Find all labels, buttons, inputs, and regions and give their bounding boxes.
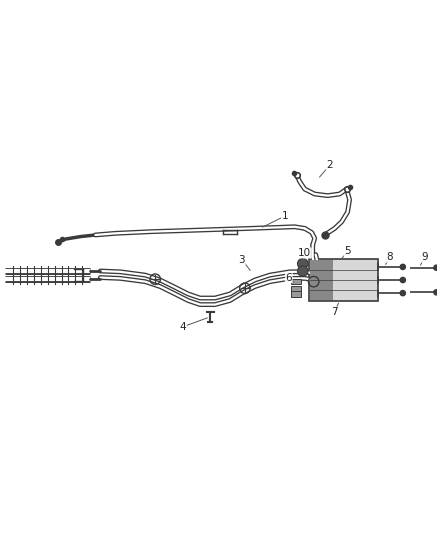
Text: 7: 7 xyxy=(331,307,338,317)
Text: 3: 3 xyxy=(239,255,245,264)
Text: 6: 6 xyxy=(286,272,292,282)
Text: 8: 8 xyxy=(386,252,393,262)
Text: 9: 9 xyxy=(421,252,427,262)
Text: 1: 1 xyxy=(282,211,288,221)
Text: 2: 2 xyxy=(326,160,333,171)
Circle shape xyxy=(434,289,438,295)
Circle shape xyxy=(400,264,406,270)
Bar xyxy=(290,279,301,284)
Text: 4: 4 xyxy=(180,322,187,332)
Text: 10: 10 xyxy=(298,248,311,258)
FancyBboxPatch shape xyxy=(309,259,378,301)
Bar xyxy=(290,286,301,291)
Circle shape xyxy=(400,290,406,296)
Bar xyxy=(310,260,333,301)
Circle shape xyxy=(297,259,308,269)
Circle shape xyxy=(400,277,406,282)
Bar xyxy=(290,292,301,296)
Text: 5: 5 xyxy=(344,246,351,256)
Circle shape xyxy=(434,265,438,270)
Circle shape xyxy=(297,266,308,276)
